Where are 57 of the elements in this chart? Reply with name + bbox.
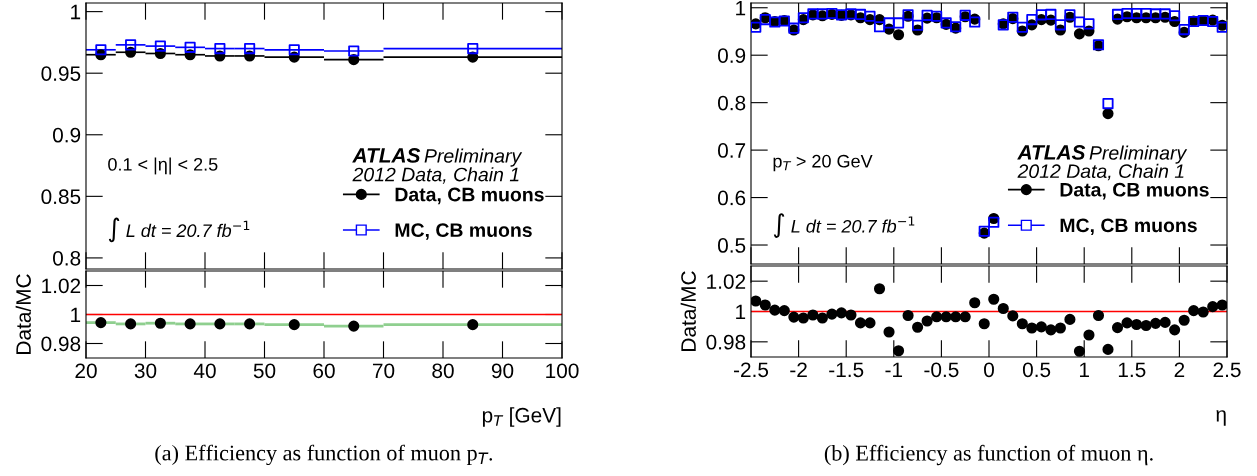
y-tick-label: 0.9 bbox=[52, 127, 81, 143]
text: (a) Efficiency as function of muon p$_{T}$. bbox=[155, 444, 493, 466]
x-tick-label: 30 bbox=[134, 363, 157, 379]
annotation: ∫ L dt = 20.7 fb$^{−1}$ bbox=[773, 213, 915, 238]
x-tick-label: 2 bbox=[1174, 362, 1185, 377]
annotation: p$_{T}$ > 20 GeV bbox=[773, 154, 873, 172]
x-tick-label: -2 bbox=[790, 362, 807, 377]
legend-label: MC, CB muons bbox=[1060, 218, 1197, 236]
y-tick-label: 0.6 bbox=[717, 190, 746, 206]
x-tick-label: 1 bbox=[1080, 362, 1089, 377]
x-tick-label: 70 bbox=[372, 363, 395, 379]
y-tick-label: 0.8 bbox=[717, 95, 746, 111]
x-axis-title: p$_{T}$ [GeV] bbox=[482, 407, 561, 427]
y-tick-label: 1 bbox=[736, 0, 746, 16]
annotation: 2012 Data, Chain 1 bbox=[1017, 163, 1184, 181]
y-tick-label: 1 bbox=[71, 307, 81, 323]
y-axis-title: Data/MC bbox=[15, 274, 31, 354]
x-tick-label: 80 bbox=[432, 363, 454, 379]
x-tick-label: -1 bbox=[885, 362, 903, 377]
annotation: 2012 Data, Chain 1 bbox=[352, 167, 519, 184]
y-tick-label: 0.98 bbox=[706, 334, 746, 350]
y-tick-label: 1 bbox=[71, 4, 81, 20]
y-tick-label: 0.9 bbox=[717, 48, 746, 63]
annotation: ATLAS bbox=[352, 148, 421, 163]
annotation: ATLAS bbox=[1017, 145, 1086, 160]
text: (b) Efficiency as function of muon η. bbox=[824, 444, 1153, 466]
x-tick-label: 0.5 bbox=[1022, 362, 1051, 378]
y-tick-label: 1.02 bbox=[42, 278, 81, 294]
y-tick-label: 0.95 bbox=[41, 66, 81, 81]
y-tick-label: 1 bbox=[736, 304, 746, 320]
y-axis-title: Data/MC bbox=[680, 271, 696, 351]
annotation: 0.1 < |η| < 2.5 bbox=[108, 157, 218, 175]
annotation: Preliminary bbox=[424, 148, 523, 167]
y-tick-label: 1.02 bbox=[707, 274, 746, 289]
x-tick-label: 60 bbox=[313, 363, 335, 379]
x-tick-label: 90 bbox=[491, 363, 514, 379]
x-tick-label: -2.5 bbox=[733, 362, 769, 378]
x-tick-label: -1.5 bbox=[829, 362, 864, 378]
x-tick-label: 0 bbox=[984, 362, 994, 378]
x-tick-label: 100 bbox=[546, 363, 579, 379]
legend-label: Data, CB muons bbox=[395, 187, 544, 205]
y-tick-label: 0.7 bbox=[717, 143, 746, 158]
legend-label: Data, CB muons bbox=[1060, 182, 1209, 200]
x-tick-label: 40 bbox=[193, 363, 216, 379]
y-tick-label: 0.98 bbox=[41, 336, 81, 352]
x-tick-label: -0.5 bbox=[924, 362, 959, 378]
annotation: Preliminary bbox=[1089, 145, 1188, 164]
x-axis-title: η bbox=[1216, 410, 1226, 426]
annotation: ∫ L dt = 20.7 fb$^{−1}$ bbox=[108, 217, 250, 243]
y-tick-label: 0.8 bbox=[52, 250, 81, 266]
x-tick-label: 50 bbox=[253, 363, 276, 379]
x-tick-label: 2.5 bbox=[1213, 362, 1241, 378]
y-tick-label: 0.85 bbox=[41, 189, 81, 205]
x-tick-label: 1.5 bbox=[1118, 362, 1146, 378]
x-tick-label: 20 bbox=[75, 363, 97, 379]
y-tick-label: 0.5 bbox=[717, 238, 746, 253]
legend-label: MC, CB muons bbox=[395, 223, 532, 240]
